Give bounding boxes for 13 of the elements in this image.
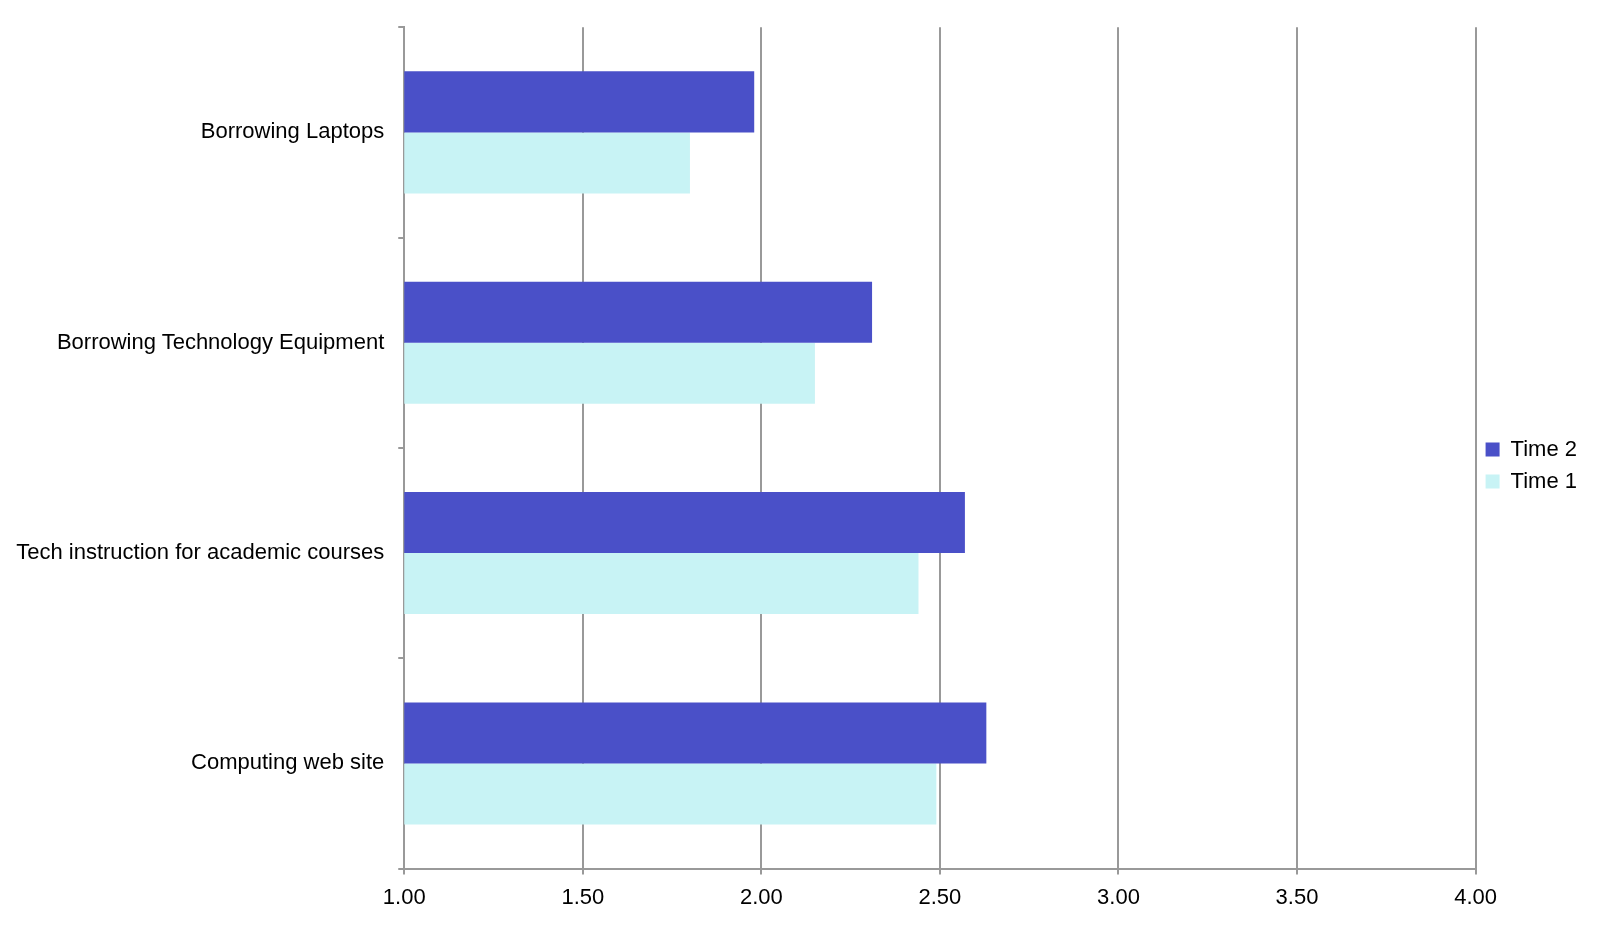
x-tick-label: 4.00 — [1454, 883, 1497, 909]
x-tick-label: 1.50 — [561, 883, 605, 909]
y-tick-label: Borrowing Technology Equipment — [56, 328, 385, 354]
x-tick-label: 2.50 — [918, 883, 962, 909]
legend-label: Time 2 — [1510, 435, 1577, 461]
y-tick-label: Borrowing Laptops — [200, 118, 385, 144]
y-tick-label: Tech instruction for academic courses — [16, 539, 385, 565]
y-tick-label: Computing web site — [191, 749, 385, 775]
x-tick-label: 3.50 — [1275, 883, 1319, 909]
legend-label: Time 1 — [1510, 467, 1577, 493]
x-tick-label: 1.00 — [382, 883, 426, 909]
x-tick-label: 3.00 — [1097, 883, 1140, 909]
x-tick-label: 2.00 — [739, 883, 783, 909]
